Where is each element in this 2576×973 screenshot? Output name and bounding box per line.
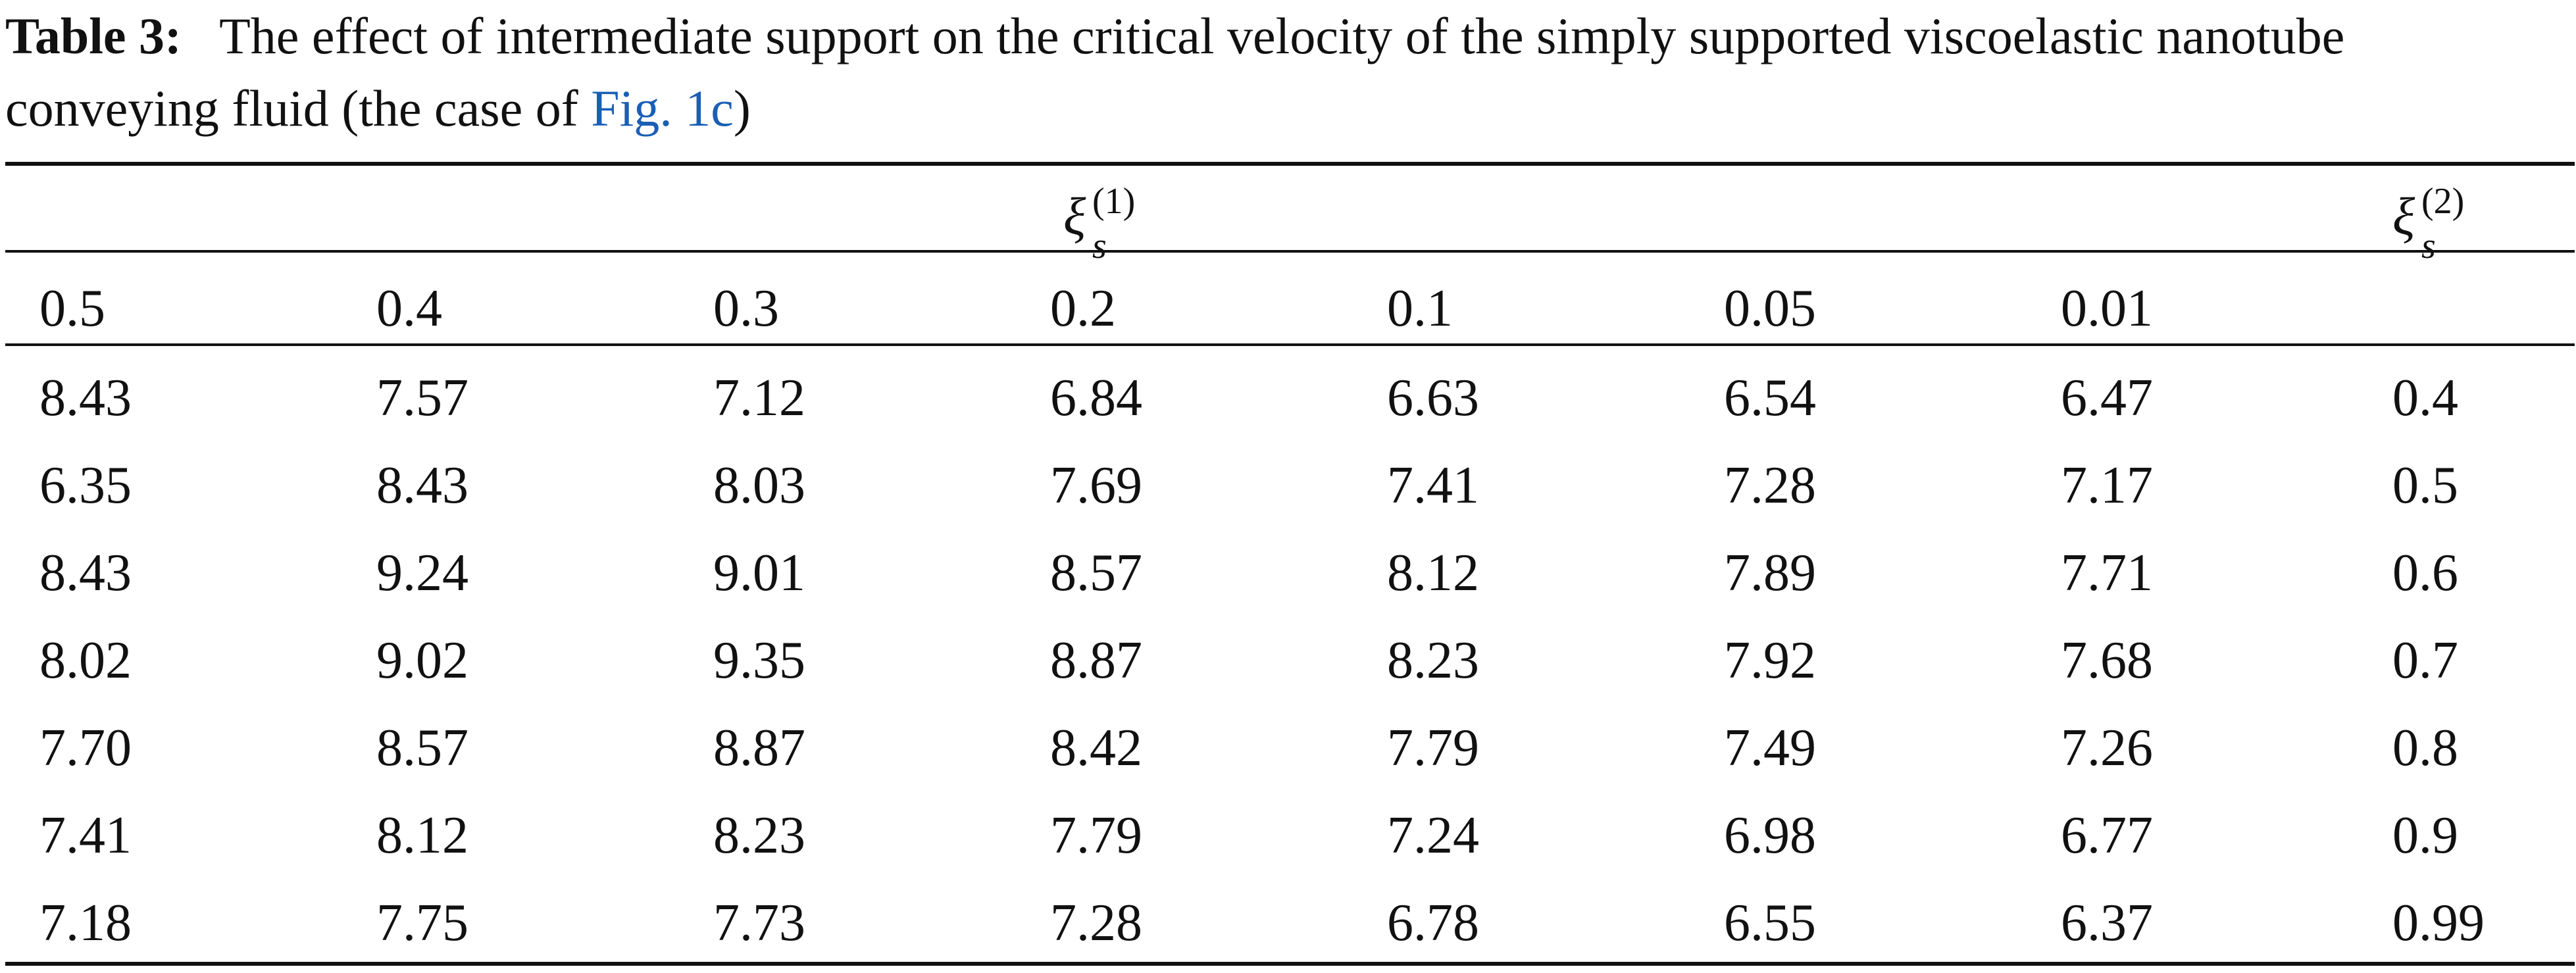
- table-cell: 8.42: [1050, 719, 1142, 777]
- xi2-subscript: s: [2421, 226, 2436, 266]
- header-bottom-rule: [5, 343, 2575, 346]
- table-cell: 9.24: [376, 544, 468, 602]
- caption-text-line1: The effect of intermediate support on th…: [219, 7, 2345, 64]
- xi1-symbol: ξ: [1063, 188, 1086, 246]
- caption-label: Table 3:: [5, 7, 182, 64]
- caption-line-1: Table 3: The effect of intermediate supp…: [5, 0, 2571, 72]
- table-cell: 7.49: [1724, 719, 1816, 777]
- table-cell: 7.79: [1050, 807, 1142, 864]
- xi2-value: 0.99: [2392, 894, 2485, 952]
- table-cell: 7.28: [1724, 457, 1816, 514]
- xi2-value: 0.4: [2392, 369, 2458, 427]
- table-cell: 9.02: [376, 632, 468, 689]
- table-cell: 8.57: [376, 719, 468, 777]
- table-cell: 6.35: [39, 457, 132, 514]
- table-cell: 7.24: [1387, 807, 1479, 864]
- table-top-rule: [5, 162, 2575, 166]
- col-header: 0.1: [1387, 280, 1453, 337]
- xi1-superscript: (1): [1092, 181, 1136, 222]
- table-cell: 7.41: [39, 807, 132, 864]
- col-header: 0.2: [1050, 280, 1116, 337]
- table-cell: 6.47: [2061, 369, 2153, 427]
- table-cell: 7.28: [1050, 894, 1142, 952]
- table-cell: 6.63: [1387, 369, 1479, 427]
- table-cell: 6.78: [1387, 894, 1479, 952]
- xi1-subscript: s: [1092, 226, 1107, 266]
- xi2-superscript: (2): [2421, 181, 2465, 222]
- table-bottom-rule: [5, 962, 2575, 966]
- caption-line-2: conveying fluid (the case of Fig. 1c): [5, 72, 2571, 145]
- table-cell: 7.17: [2061, 457, 2153, 514]
- xi2-value: 0.6: [2392, 544, 2458, 602]
- table-cell: 8.43: [39, 369, 132, 427]
- table-cell: 8.23: [1387, 632, 1479, 689]
- table-cell: 8.43: [376, 457, 468, 514]
- table-cell: 7.57: [376, 369, 468, 427]
- xi-s-2-header: ξ (2) s: [2392, 183, 2464, 264]
- table-caption: Table 3: The effect of intermediate supp…: [5, 0, 2571, 145]
- xi2-value: 0.9: [2392, 807, 2458, 864]
- caption-text-close: ): [733, 80, 751, 137]
- xi2-symbol: ξ: [2392, 188, 2415, 246]
- table-cell: 9.01: [713, 544, 805, 602]
- col-header: 0.05: [1724, 280, 1816, 337]
- table-cell: 7.71: [2061, 544, 2153, 602]
- col-header: 0.3: [713, 280, 779, 337]
- table-cell: 7.92: [1724, 632, 1816, 689]
- table-cell: 6.37: [2061, 894, 2153, 952]
- table-cell: 8.43: [39, 544, 132, 602]
- figure-link[interactable]: Fig. 1c: [591, 80, 734, 137]
- table-cell: 8.87: [1050, 632, 1142, 689]
- table-cell: 8.87: [713, 719, 805, 777]
- xi2-value: 0.7: [2392, 632, 2458, 689]
- table-cell: 8.23: [713, 807, 805, 864]
- table-cell: 8.12: [376, 807, 468, 864]
- table-cell: 7.68: [2061, 632, 2153, 689]
- table-cell: 7.12: [713, 369, 805, 427]
- table-cell: 8.02: [39, 632, 132, 689]
- col-header: 0.01: [2061, 280, 2153, 337]
- table-cell: 7.18: [39, 894, 132, 952]
- table-cell: 8.03: [713, 457, 805, 514]
- caption-text-line2: conveying fluid (the case of: [5, 80, 592, 137]
- table-cell: 6.84: [1050, 369, 1142, 427]
- table-cell: 7.70: [39, 719, 132, 777]
- table-cell: 8.57: [1050, 544, 1142, 602]
- table-cell: 7.26: [2061, 719, 2153, 777]
- table-cell: 7.73: [713, 894, 805, 952]
- table-cell: 8.12: [1387, 544, 1479, 602]
- table-cell: 6.55: [1724, 894, 1816, 952]
- col-header: 0.4: [376, 280, 442, 337]
- xi2-value: 0.5: [2392, 457, 2458, 514]
- table-cell: 7.89: [1724, 544, 1816, 602]
- xi-s-1-header: ξ (1) s: [1063, 183, 1135, 264]
- header-group-rule: [5, 250, 2575, 253]
- table-cell: 7.41: [1387, 457, 1479, 514]
- col-header: 0.5: [39, 280, 105, 337]
- table-cell: 7.75: [376, 894, 468, 952]
- table-cell: 6.77: [2061, 807, 2153, 864]
- table-cell: 6.54: [1724, 369, 1816, 427]
- table-cell: 7.79: [1387, 719, 1479, 777]
- table-cell: 6.98: [1724, 807, 1816, 864]
- xi2-value: 0.8: [2392, 719, 2458, 777]
- table-cell: 9.35: [713, 632, 805, 689]
- table-cell: 7.69: [1050, 457, 1142, 514]
